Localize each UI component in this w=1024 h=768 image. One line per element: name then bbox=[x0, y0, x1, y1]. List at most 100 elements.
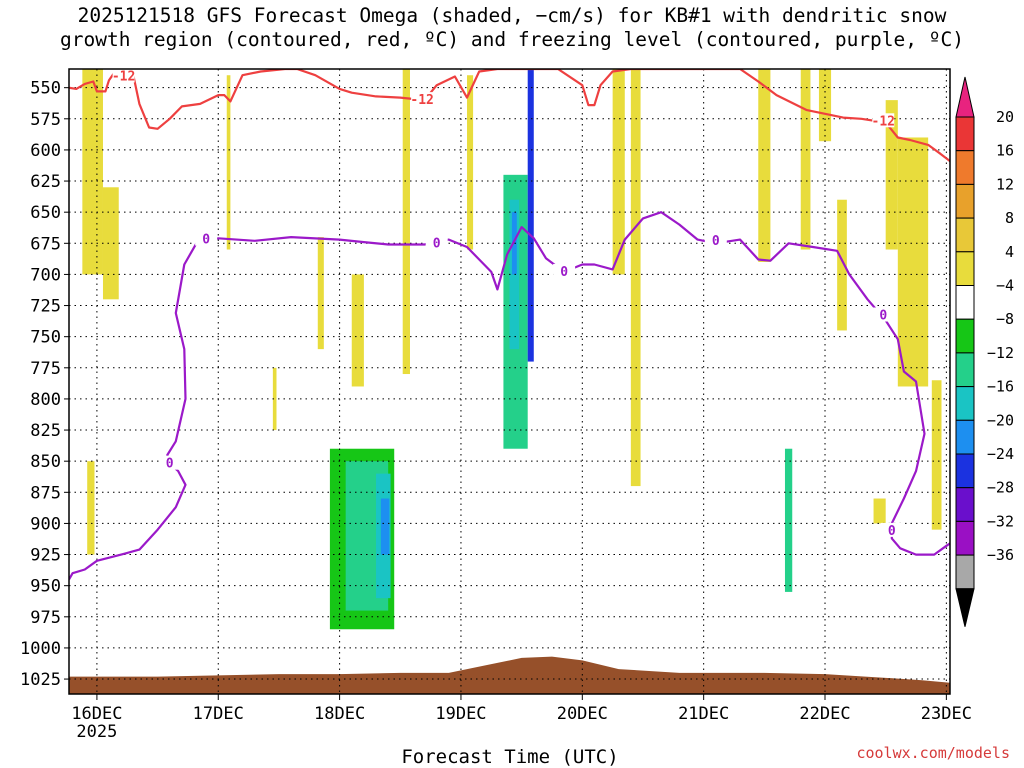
omega-cell-12 bbox=[800, 69, 811, 250]
y-tick-label-825: 825 bbox=[30, 421, 61, 441]
freezing-contour-label-1: 0 bbox=[433, 236, 441, 251]
colorbar-label-11: −28 bbox=[987, 479, 1014, 497]
omega-cell-3 bbox=[226, 75, 231, 250]
omega-shading bbox=[82, 69, 942, 648]
chart-title-line2: growth region (contoured, red, ºC) and f… bbox=[60, 28, 964, 51]
colorbar-swatch-6 bbox=[955, 318, 975, 354]
colorbar-min-arrow bbox=[955, 588, 975, 627]
colorbar: 20 16 12 8 4 −4 −8 −12 −16 −20 −24 −28 −32 −36 bbox=[955, 76, 1014, 627]
contour-lines: -12 -12 -12 0 0 0 0 0 0 0 bbox=[69, 69, 950, 581]
y-tick-label-575: 575 bbox=[30, 110, 61, 130]
omega-cell-15 bbox=[897, 137, 929, 387]
freezing-contour-label-bg-6 bbox=[880, 522, 903, 537]
x-tick-label-7: 23DEC bbox=[921, 704, 972, 724]
colorbar-swatch-0 bbox=[955, 116, 975, 152]
colorbar-swatch-8 bbox=[955, 386, 975, 421]
y-tick-label-700: 700 bbox=[30, 265, 61, 285]
colorbar-label-6: −8 bbox=[996, 310, 1014, 328]
colorbar-swatch-12 bbox=[955, 520, 975, 556]
omega-cell-5 bbox=[272, 367, 277, 431]
colorbar-label-4: 4 bbox=[1005, 243, 1014, 261]
freezing-contour-label-bg-1 bbox=[425, 235, 448, 250]
y-tick-label-1000: 1000 bbox=[20, 639, 61, 659]
freezing-contour-label-bg-5 bbox=[158, 455, 181, 470]
x-tick-label-4: 20DEC bbox=[557, 704, 608, 724]
colorbar-swatch-2 bbox=[955, 183, 975, 219]
colorbar-label-3: 8 bbox=[1005, 209, 1014, 227]
y-tick-label-550: 550 bbox=[30, 79, 61, 99]
omega-cell-4 bbox=[317, 237, 324, 350]
freezing-contour-label-bg-2 bbox=[553, 263, 576, 278]
freezing-contour-label-bg-0 bbox=[195, 231, 218, 246]
dgz-contour-label-bg-1 bbox=[411, 92, 434, 107]
omega-cell-6 bbox=[351, 274, 364, 387]
omega-cell-7 bbox=[402, 69, 410, 375]
colorbar-label-13: −36 bbox=[987, 546, 1014, 564]
omega-cell-37 bbox=[527, 69, 534, 362]
x-tick-label-1: 17DEC bbox=[193, 704, 244, 724]
omega-cell-24 bbox=[539, 69, 565, 599]
y-tick-label-925: 925 bbox=[30, 546, 61, 566]
y-tick-label-675: 675 bbox=[30, 234, 61, 254]
y-tick-label-975: 975 bbox=[30, 608, 61, 628]
x-tick-label-2: 18DEC bbox=[314, 704, 365, 724]
x-tick-label-6: 22DEC bbox=[799, 704, 850, 724]
source-credit: coolwx.com/models bbox=[856, 744, 1010, 762]
y-tick-label-875: 875 bbox=[30, 483, 61, 503]
freezing-contour-label-bg-4 bbox=[872, 307, 895, 322]
chart-title-line1: 2025121518 GFS Forecast Omega (shaded, −… bbox=[77, 4, 947, 27]
omega-cell-21 bbox=[409, 187, 415, 399]
colorbar-label-2: 12 bbox=[996, 175, 1014, 193]
y-tick-label-600: 600 bbox=[30, 141, 61, 161]
colorbar-swatch-13 bbox=[955, 554, 975, 590]
colorbar-swatch-1 bbox=[955, 150, 975, 185]
dgz-contour-label-2: -12 bbox=[872, 114, 895, 129]
dgz-contour-label-bg-2 bbox=[872, 113, 895, 128]
omega-cell-26 bbox=[782, 149, 795, 262]
y-tick-label-650: 650 bbox=[30, 203, 61, 223]
omega-cell-19 bbox=[305, 249, 316, 343]
colorbar-label-12: −32 bbox=[987, 512, 1014, 530]
omega-cell-10 bbox=[630, 69, 641, 487]
y-tick-label-625: 625 bbox=[30, 172, 61, 192]
grid-lines bbox=[69, 69, 950, 694]
dgz-contour-label-bg-0 bbox=[112, 69, 135, 83]
omega-cell-22 bbox=[442, 75, 455, 262]
freezing-contour-label-2: 0 bbox=[560, 265, 568, 280]
colorbar-swatch-3 bbox=[955, 217, 975, 253]
omega-cell-0 bbox=[82, 69, 103, 275]
y-tick-label-750: 750 bbox=[30, 328, 61, 348]
x-tick-label-3: 19DEC bbox=[435, 704, 486, 724]
omega-cell-35 bbox=[380, 498, 390, 555]
y-tick-label-800: 800 bbox=[30, 390, 61, 410]
y-tick-label-725: 725 bbox=[30, 297, 61, 317]
dgz-contour-label-0: -12 bbox=[112, 69, 135, 84]
colorbar-label-9: −20 bbox=[987, 411, 1014, 429]
colorbar-label-1: 16 bbox=[996, 142, 1014, 160]
y-axis-ticks: 550 575 600 625 650 675 700 725 750 775 800 825 850 8… bbox=[20, 79, 69, 690]
y-tick-label-775: 775 bbox=[30, 359, 61, 379]
freezing-contour-label-bg-3 bbox=[704, 232, 727, 247]
y-tick-label-850: 850 bbox=[30, 452, 61, 472]
colorbar-swatch-5 bbox=[955, 285, 975, 320]
omega-cell-13 bbox=[818, 69, 832, 142]
freezing-contour-label-0: 0 bbox=[202, 233, 210, 248]
omega-cell-1 bbox=[102, 187, 119, 300]
x-axis-ticks: 16DEC 17DEC 18DEC 19DEC 20DEC 21DEC 22DEC 23DEC… bbox=[71, 694, 972, 742]
x-tick-label-0: 16DEC bbox=[71, 704, 122, 724]
omega-cell-2 bbox=[87, 461, 95, 555]
omega-cell-17 bbox=[931, 380, 942, 530]
colorbar-swatch-9 bbox=[955, 419, 975, 455]
surface-area bbox=[69, 656, 950, 694]
y-tick-label-1025: 1025 bbox=[20, 670, 61, 690]
colorbar-label-0: 20 bbox=[996, 108, 1014, 126]
colorbar-swatch-11 bbox=[955, 487, 975, 522]
omega-cell-25 bbox=[582, 274, 590, 549]
omega-cell-18 bbox=[873, 498, 886, 524]
x-axis-label: Forecast Time (UTC) bbox=[401, 746, 619, 768]
colorbar-label-7: −12 bbox=[987, 344, 1014, 362]
omega-cell-9 bbox=[612, 69, 625, 275]
colorbar-label-10: −24 bbox=[987, 445, 1014, 463]
freezing-contour-label-3: 0 bbox=[712, 234, 720, 249]
